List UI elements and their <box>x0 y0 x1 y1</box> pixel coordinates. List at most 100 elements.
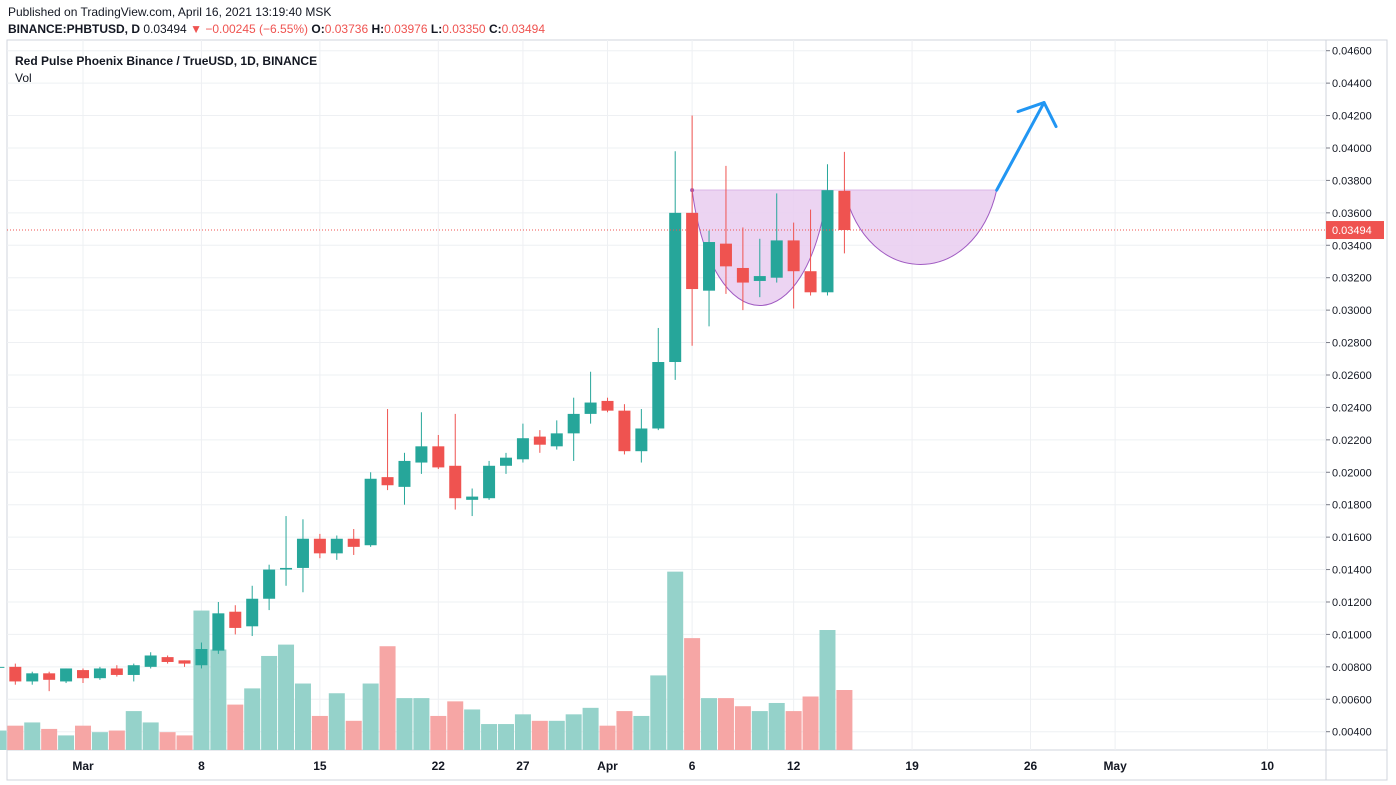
candle-body <box>821 190 834 293</box>
candle <box>60 668 73 684</box>
volume-bar <box>447 701 464 750</box>
y-tick-label: 0.04400 <box>1332 78 1372 90</box>
published-caption: Published on TradingView.com, April 16, … <box>8 5 332 19</box>
volume-bar <box>565 714 582 750</box>
volume-bar <box>616 711 633 750</box>
candle <box>449 413 462 510</box>
ohlc-header: BINANCE:PHBTUSD, D 0.03494 ▼ −0.00245 (−… <box>8 22 545 36</box>
y-tick-label: 0.01800 <box>1332 500 1372 512</box>
candle-body <box>313 538 326 554</box>
volume-bar <box>802 696 819 750</box>
volume-bar <box>514 714 531 750</box>
candle-body <box>736 267 749 283</box>
volume-bar <box>650 675 667 750</box>
volume-bar <box>379 646 396 750</box>
high-value: 0.03976 <box>384 22 428 36</box>
volume-bar <box>294 683 311 750</box>
candle <box>567 397 580 461</box>
candle <box>43 671 56 692</box>
y-tick-label: 0.01400 <box>1332 565 1372 577</box>
volume-bar <box>717 698 734 750</box>
open-label: O: <box>311 22 325 36</box>
candle <box>263 564 276 611</box>
x-tick-label: 27 <box>516 759 530 773</box>
candle-body <box>686 212 699 290</box>
volume-bar <box>125 711 142 750</box>
volume-bar <box>345 720 362 750</box>
candle-body <box>652 362 665 429</box>
volume-bar <box>667 571 684 750</box>
candle-body <box>516 438 529 460</box>
candle <box>127 663 140 682</box>
candle-body <box>567 413 580 434</box>
candle <box>635 409 648 463</box>
close-value: 0.03494 <box>501 22 546 36</box>
volume-bar <box>227 704 244 750</box>
candle-body <box>703 242 716 291</box>
candle-body <box>263 569 276 599</box>
candle-body <box>770 240 783 278</box>
candle-body <box>127 665 140 675</box>
candle-body <box>838 190 851 231</box>
volume-bar <box>396 698 413 750</box>
candle-body <box>0 666 5 668</box>
volume-bar <box>0 730 7 750</box>
candle <box>26 671 39 685</box>
x-tick-label: 15 <box>313 759 327 773</box>
volume-bar <box>142 722 159 750</box>
volume-bar <box>159 732 176 750</box>
candle-body <box>93 668 106 679</box>
y-tick-label: 0.02400 <box>1332 402 1372 414</box>
y-tick-label: 0.02000 <box>1332 467 1372 479</box>
candle <box>381 409 394 491</box>
y-tick-label: 0.00400 <box>1332 727 1372 739</box>
x-tick-label: 6 <box>689 759 696 773</box>
candle-body <box>110 668 123 675</box>
candle-body <box>330 538 343 554</box>
volume-bar <box>75 725 91 750</box>
candle-body <box>178 660 191 664</box>
candle-body <box>432 446 445 468</box>
candle-body <box>347 538 360 547</box>
candle <box>500 452 512 474</box>
down-arrow-icon: ▼ <box>190 22 202 36</box>
open-value: 0.03736 <box>324 22 369 36</box>
candle-body <box>483 465 496 499</box>
candle <box>9 663 22 685</box>
y-tick-label: 0.03800 <box>1332 175 1372 187</box>
candle <box>398 452 411 505</box>
volume-bar <box>91 732 108 750</box>
y-tick-label: 0.01200 <box>1332 597 1372 609</box>
x-tick-label: 26 <box>1024 759 1038 773</box>
volume-bar <box>261 655 278 750</box>
candle <box>516 423 529 463</box>
volume-bar <box>7 725 24 750</box>
y-tick-label: 0.02600 <box>1332 370 1372 382</box>
candle-body <box>77 670 89 679</box>
y-tick-label: 0.00600 <box>1332 694 1372 706</box>
volume-bar <box>836 690 853 750</box>
x-tick-label: 22 <box>432 759 446 773</box>
candle <box>703 230 716 327</box>
y-tick-label: 0.03000 <box>1332 305 1372 317</box>
y-tick-label: 0.03200 <box>1332 273 1372 285</box>
candle <box>466 488 479 517</box>
candle-body <box>533 436 546 445</box>
candle <box>821 164 834 296</box>
high-label: H: <box>371 22 385 36</box>
volume-bar <box>531 720 548 750</box>
y-tick-label: 0.00800 <box>1332 662 1372 674</box>
volume-bar <box>24 722 41 750</box>
volume-bar <box>41 728 58 750</box>
symbol-label: BINANCE:PHBTUSD, D <box>8 22 140 36</box>
candle <box>652 327 665 431</box>
volume-bar <box>244 688 261 750</box>
y-tick-label: 0.02200 <box>1332 435 1372 447</box>
candle-body <box>804 271 817 293</box>
candle <box>584 371 597 424</box>
candle <box>296 519 309 593</box>
x-tick-label: May <box>1103 759 1127 773</box>
volume-bar <box>582 707 599 750</box>
candle <box>618 404 631 455</box>
